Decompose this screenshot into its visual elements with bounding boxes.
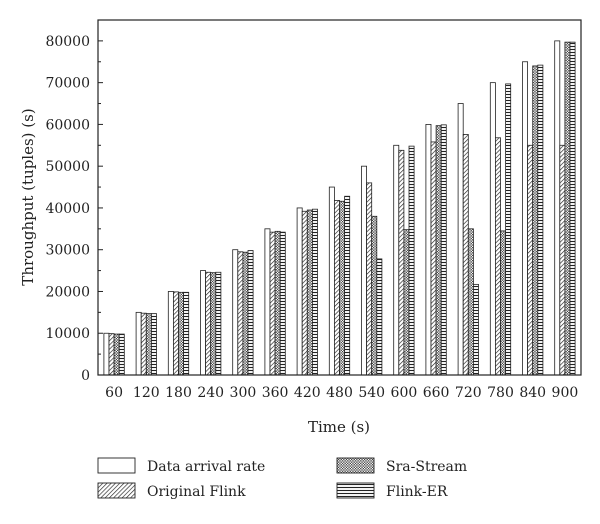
bar-flink-er-180: [183, 291, 190, 376]
bar-data-arrival-rate-720: [457, 103, 464, 376]
x-tick-label: 540: [358, 385, 385, 401]
y-tick-label: 20000: [45, 284, 90, 300]
bar-flink-er-420: [311, 208, 318, 376]
bar-data-arrival-rate-780: [489, 82, 496, 376]
x-tick-label: 780: [487, 385, 514, 401]
bar-original-flink-120: [140, 312, 147, 376]
bar-flink-er-720: [472, 283, 479, 376]
legend-label: Flink-ER: [386, 484, 448, 500]
bar-sra-stream-900: [564, 41, 571, 376]
bar-sra-stream-780: [500, 230, 506, 376]
bar-sra-stream-300: [242, 251, 249, 376]
y-tick-label: 50000: [45, 159, 90, 175]
bar-sra-stream-180: [178, 291, 184, 376]
bar-sra-stream-600: [403, 229, 410, 376]
bar-data-arrival-rate-180: [167, 291, 174, 376]
bar-sra-stream-420: [306, 209, 313, 376]
x-tick-label: 720: [455, 385, 482, 401]
bar-original-flink-780: [494, 137, 501, 376]
y-tick-label: 10000: [45, 326, 90, 342]
y-tick-label: 70000: [45, 76, 90, 92]
bar-original-flink-180: [172, 291, 179, 376]
bar-original-flink-240: [205, 271, 212, 376]
x-tick-label: 420: [294, 385, 321, 401]
bar-original-flink-360: [269, 231, 276, 376]
legend: Data arrival rate Sra-Stream Original Flin…: [97, 457, 467, 500]
bar-original-flink-720: [462, 134, 469, 376]
bar-original-flink-60: [108, 333, 115, 376]
y-axis-label: Throughput (tuples) (s): [19, 108, 37, 285]
y-tick-label: 80000: [45, 34, 90, 50]
bar-flink-er-120: [150, 313, 157, 376]
bars-layer: [103, 40, 576, 376]
bar-sra-stream-660: [435, 125, 442, 376]
bar-data-arrival-rate-120: [135, 311, 142, 376]
bar-original-flink-840: [527, 144, 534, 376]
y-tick-label: 40000: [45, 201, 90, 217]
bar-data-arrival-rate-300: [232, 249, 239, 376]
bar-data-arrival-rate-360: [264, 228, 271, 376]
bar-sra-stream-480: [339, 200, 345, 376]
bar-data-arrival-rate-840: [522, 61, 528, 376]
bar-flink-er-900: [569, 41, 576, 376]
bar-data-arrival-rate-240: [200, 270, 206, 376]
bar-sra-stream-840: [532, 65, 539, 376]
x-tick-label: 480: [326, 385, 353, 401]
x-tick-label: 120: [133, 385, 160, 401]
x-tick-label: 900: [552, 385, 579, 401]
x-tick-label: 840: [519, 385, 546, 401]
x-tick-label: 240: [197, 385, 224, 401]
legend-label: Sra-Stream: [386, 459, 467, 475]
legend-swatch: [336, 482, 375, 499]
bar-original-flink-660: [430, 141, 437, 376]
bar-sra-stream-720: [467, 228, 474, 376]
bar-original-flink-300: [237, 251, 244, 376]
bar-original-flink-540: [366, 182, 373, 376]
x-tick-label: 60: [105, 385, 123, 401]
bar-data-arrival-rate-900: [554, 40, 561, 376]
bar-data-arrival-rate-660: [425, 124, 432, 376]
x-tick-label: 180: [165, 385, 192, 401]
bar-flink-er-540: [376, 258, 383, 376]
y-tick-label: 30000: [45, 243, 90, 259]
legend-label: Original Flink: [147, 484, 246, 500]
bar-data-arrival-rate-540: [361, 165, 367, 376]
bar-flink-er-480: [344, 195, 351, 376]
legend-label: Data arrival rate: [147, 459, 265, 475]
bar-flink-er-660: [440, 124, 447, 376]
x-axis-label: Time (s): [308, 418, 370, 436]
bar-flink-er-840: [537, 64, 544, 376]
bar-flink-er-360: [279, 231, 286, 376]
x-tick-label: 300: [230, 385, 257, 401]
bar-original-flink-480: [333, 200, 340, 376]
ticks-layer: 60 120 180 240 300 360 420 480 540 600 660 720 780 84…: [45, 34, 578, 401]
legend-swatch: [336, 457, 375, 474]
x-tick-label: 600: [391, 385, 418, 401]
bar-original-flink-600: [398, 149, 405, 376]
bar-flink-er-780: [505, 83, 512, 376]
bar-data-arrival-rate-600: [393, 144, 400, 376]
bar-data-arrival-rate-60: [103, 332, 110, 376]
bar-original-flink-900: [559, 144, 566, 376]
bar-flink-er-300: [247, 250, 254, 376]
bar-data-arrival-rate-420: [296, 207, 303, 376]
bar-flink-er-60: [118, 333, 125, 376]
bar-data-arrival-rate-480: [328, 186, 335, 376]
bar-sra-stream-240: [210, 272, 217, 376]
bar-sra-stream-360: [274, 230, 281, 376]
bar-sra-stream-120: [145, 313, 152, 376]
bar-flink-er-240: [215, 271, 222, 376]
legend-swatch: [97, 457, 136, 474]
bar-sra-stream-60: [113, 333, 120, 376]
y-tick-label: 0: [81, 368, 90, 384]
bar-flink-er-600: [408, 145, 415, 376]
legend-swatch: [97, 482, 136, 499]
y-tick-label: 60000: [45, 117, 90, 133]
x-tick-label: 360: [262, 385, 289, 401]
bar-original-flink-420: [301, 210, 308, 376]
x-tick-label: 660: [423, 385, 450, 401]
bar-sra-stream-540: [371, 215, 378, 376]
